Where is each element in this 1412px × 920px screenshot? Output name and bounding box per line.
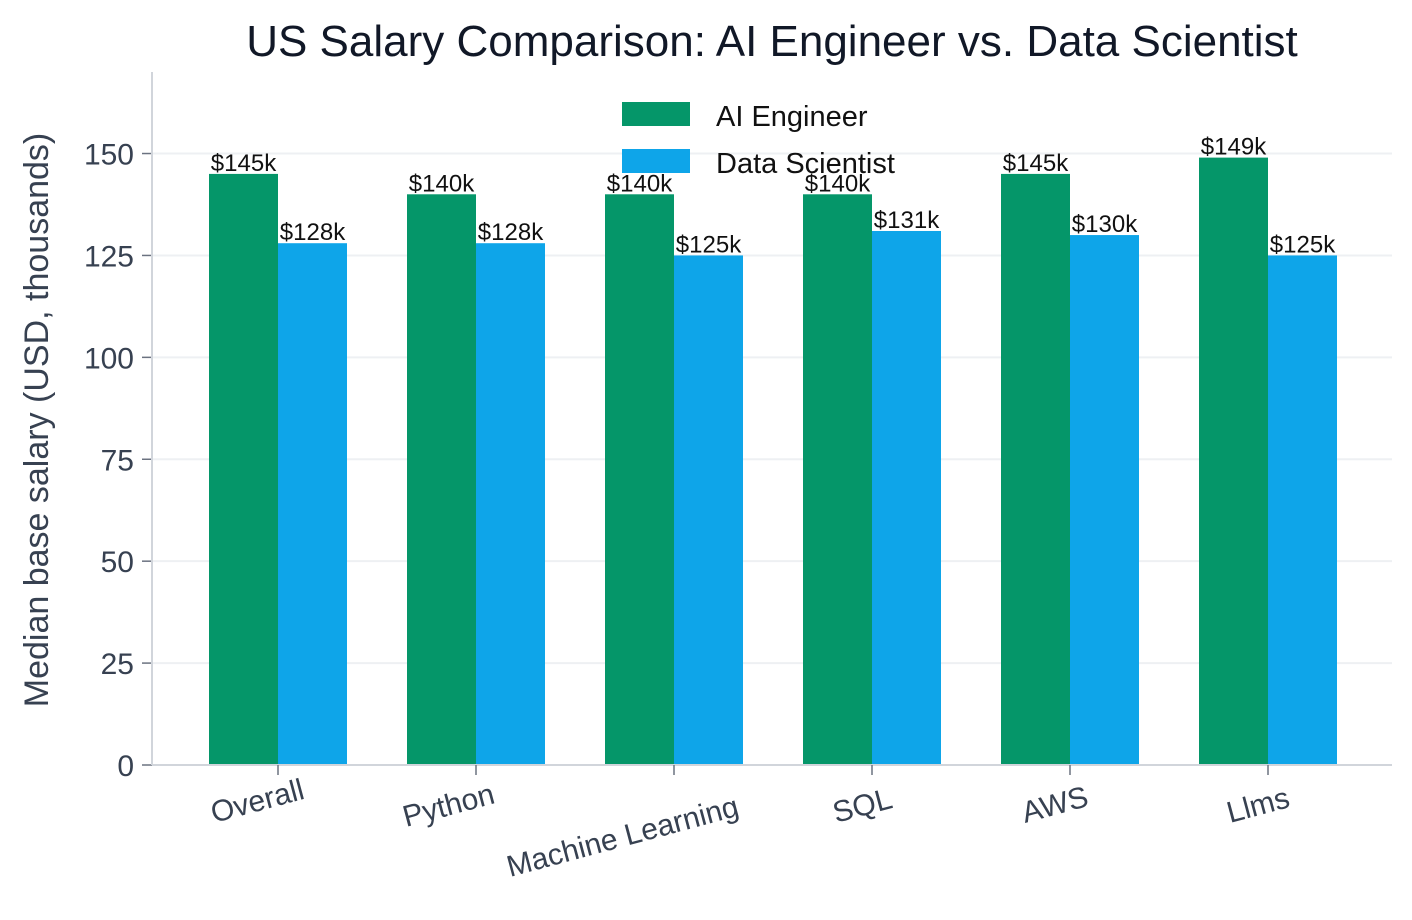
bar-data-scientist-sql [872, 230, 941, 765]
legend-swatch-ai-engineer [622, 102, 690, 126]
data-label-data-scientist-machine-learning: $125k [676, 231, 742, 258]
x-tick-label-llms: Llms [1223, 781, 1293, 829]
grid-lines [152, 152, 1392, 665]
x-tick-label-sql: SQL [829, 782, 896, 829]
y-tick-label-25: 25 [101, 648, 134, 681]
bar-ai-engineer-sql [803, 194, 872, 765]
y-tick-label-150: 150 [84, 139, 134, 172]
data-label-data-scientist-llms: $125k [1270, 231, 1336, 258]
x-tick-label-aws: AWS [1018, 780, 1091, 829]
y-axis-label: Median base salary (USD, thousands) [18, 133, 56, 708]
bar-data-scientist-llms [1268, 255, 1337, 766]
bar-data-scientist-python [476, 243, 545, 765]
data-label-ai-engineer-python: $140k [409, 170, 475, 197]
bar-ai-engineer-aws [1001, 173, 1070, 766]
data-label-data-scientist-aws: $130k [1072, 211, 1138, 238]
data-label-data-scientist-overall: $128k [280, 219, 346, 246]
data-label-ai-engineer-machine-learning: $140k [607, 170, 673, 197]
data-label-ai-engineer-sql: $140k [805, 170, 871, 197]
y-tick-label-75: 75 [101, 444, 134, 477]
bars [209, 157, 1337, 766]
legend: AI Engineer Data Scientist [622, 101, 895, 180]
bar-ai-engineer-llms [1199, 157, 1268, 765]
bar-ai-engineer-python [407, 194, 476, 765]
legend-label-ai-engineer: AI Engineer [716, 101, 868, 133]
legend-swatch-data-scientist [622, 149, 690, 173]
chart-title: US Salary Comparison: AI Engineer vs. Da… [246, 17, 1298, 66]
legend-label-data-scientist: Data Scientist [716, 148, 895, 180]
y-tick-label-0: 0 [117, 750, 134, 783]
bar-ai-engineer-machine-learning [605, 194, 674, 765]
data-label-data-scientist-sql: $131k [874, 207, 940, 234]
data-label-data-scientist-python: $128k [478, 219, 544, 246]
data-labels: $145k$128k$140k$128k$140k$125k$140k$131k… [211, 134, 1336, 259]
bar-data-scientist-aws [1070, 235, 1139, 765]
bar-data-scientist-machine-learning [674, 255, 743, 766]
data-label-ai-engineer-overall: $145k [211, 150, 277, 177]
y-tick-label-125: 125 [84, 240, 134, 273]
y-tick-label-50: 50 [101, 546, 134, 579]
x-tick-label-python: Python [399, 778, 498, 834]
axes [142, 72, 1392, 775]
y-tick-label-100: 100 [84, 342, 134, 375]
bar-ai-engineer-overall [209, 173, 278, 766]
data-label-ai-engineer-llms: $149k [1201, 134, 1267, 161]
bar-data-scientist-overall [278, 243, 347, 765]
x-tick-label-overall: Overall [207, 773, 307, 829]
data-label-ai-engineer-aws: $145k [1003, 150, 1069, 177]
x-tick-label-machine-learning: Machine Learning [503, 790, 742, 884]
